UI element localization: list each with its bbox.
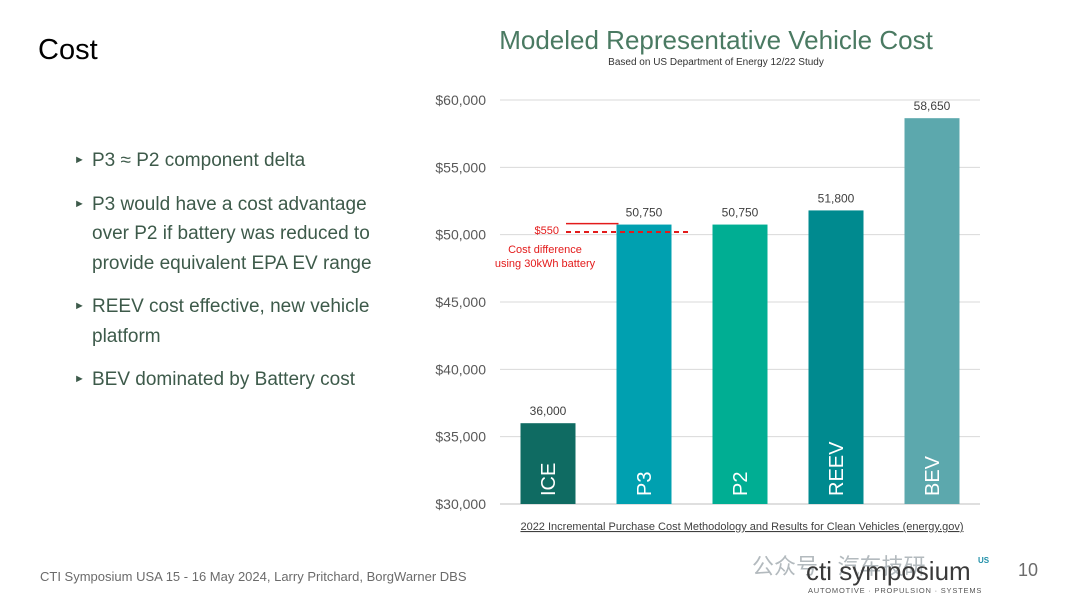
bullet-arrow-icon: ► (74, 300, 85, 312)
y-tick-label: $50,000 (435, 227, 486, 243)
watermark: 公众号 · 汽车技研 (752, 554, 926, 579)
bar-p3 (616, 224, 672, 505)
logo-tagline: AUTOMOTIVE · PROPULSION · SYSTEMS (808, 586, 983, 595)
data-label: 36,000 (530, 404, 567, 418)
bullet-list: ► P3 ≈ P2 component delta ► P3 would hav… (74, 146, 374, 409)
bar-bev (904, 118, 960, 505)
bullet-text: BEV dominated by Battery cost (92, 369, 355, 390)
bullet-item: ► P3 ≈ P2 component delta (74, 146, 374, 176)
bullet-item: ► REEV cost effective, new vehicle platf… (74, 292, 374, 351)
chart-subtitle: Based on US Department of Energy 12/22 S… (608, 57, 824, 68)
bullet-text: P3 would have a cost advantage over P2 i… (92, 193, 372, 274)
bullet-item: ► P3 would have a cost advantage over P2… (74, 190, 374, 279)
y-tick-label: $55,000 (435, 159, 486, 175)
footer-credit: CTI Symposium USA 15 - 16 May 2024, Larr… (40, 569, 467, 584)
bullet-text: REEV cost effective, new vehicle platfor… (92, 296, 370, 347)
y-tick-label: $60,000 (435, 92, 486, 108)
y-tick-label: $45,000 (435, 294, 486, 310)
data-label: 50,750 (722, 206, 759, 220)
category-label: ICE (538, 463, 560, 496)
y-tick-label: $35,000 (435, 429, 486, 445)
y-tick-label: $40,000 (435, 361, 486, 377)
bullet-arrow-icon: ► (74, 373, 85, 385)
data-label: 50,750 (626, 206, 663, 220)
logo-superscript: US (978, 556, 990, 565)
bar-reev (808, 210, 864, 504)
bullet-arrow-icon: ► (74, 197, 85, 210)
chart-title: Modeled Representative Vehicle Cost (499, 25, 933, 55)
annotation-amount: $550 (535, 225, 559, 237)
data-label: 58,650 (914, 99, 951, 113)
category-label: P2 (730, 472, 752, 496)
logo-name: cti symposium (806, 556, 971, 586)
y-tick-label: $30,000 (435, 496, 486, 512)
bar-ice (520, 423, 576, 504)
cti-logo: cti symposium US AUTOMOTIVE · PROPULSION… (806, 556, 1066, 600)
data-label: 51,800 (818, 191, 855, 205)
bullet-arrow-icon: ► (74, 154, 85, 166)
annotation-text: using 30kWh battery (495, 258, 596, 270)
bullet-item: ► BEV dominated by Battery cost (74, 365, 374, 395)
category-label: BEV (922, 455, 944, 496)
annotation-text: Cost difference (508, 244, 582, 256)
bullet-text: P3 ≈ P2 component delta (92, 150, 306, 171)
slide-title: Cost (38, 34, 98, 66)
chart-source-link[interactable]: 2022 Incremental Purchase Cost Methodolo… (520, 521, 963, 533)
category-label: P3 (634, 472, 656, 496)
page-number: 10 (1018, 560, 1039, 580)
category-label: REEV (826, 441, 848, 496)
bar-p2 (712, 224, 768, 505)
